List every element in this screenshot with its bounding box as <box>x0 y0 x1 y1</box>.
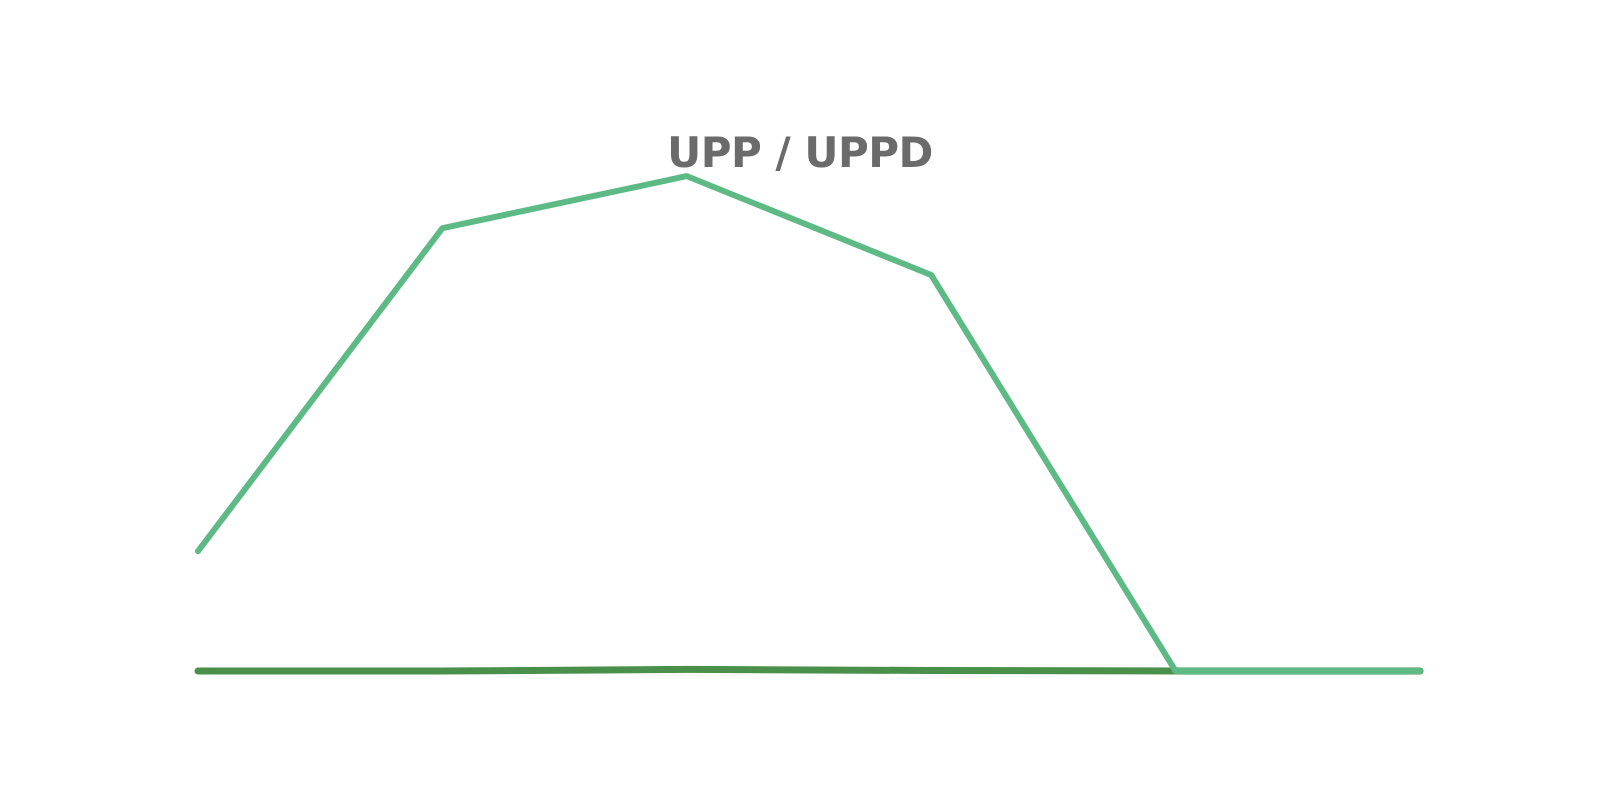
chart-title: UPP / UPPD <box>667 128 933 177</box>
series-line-1 <box>195 173 1423 674</box>
